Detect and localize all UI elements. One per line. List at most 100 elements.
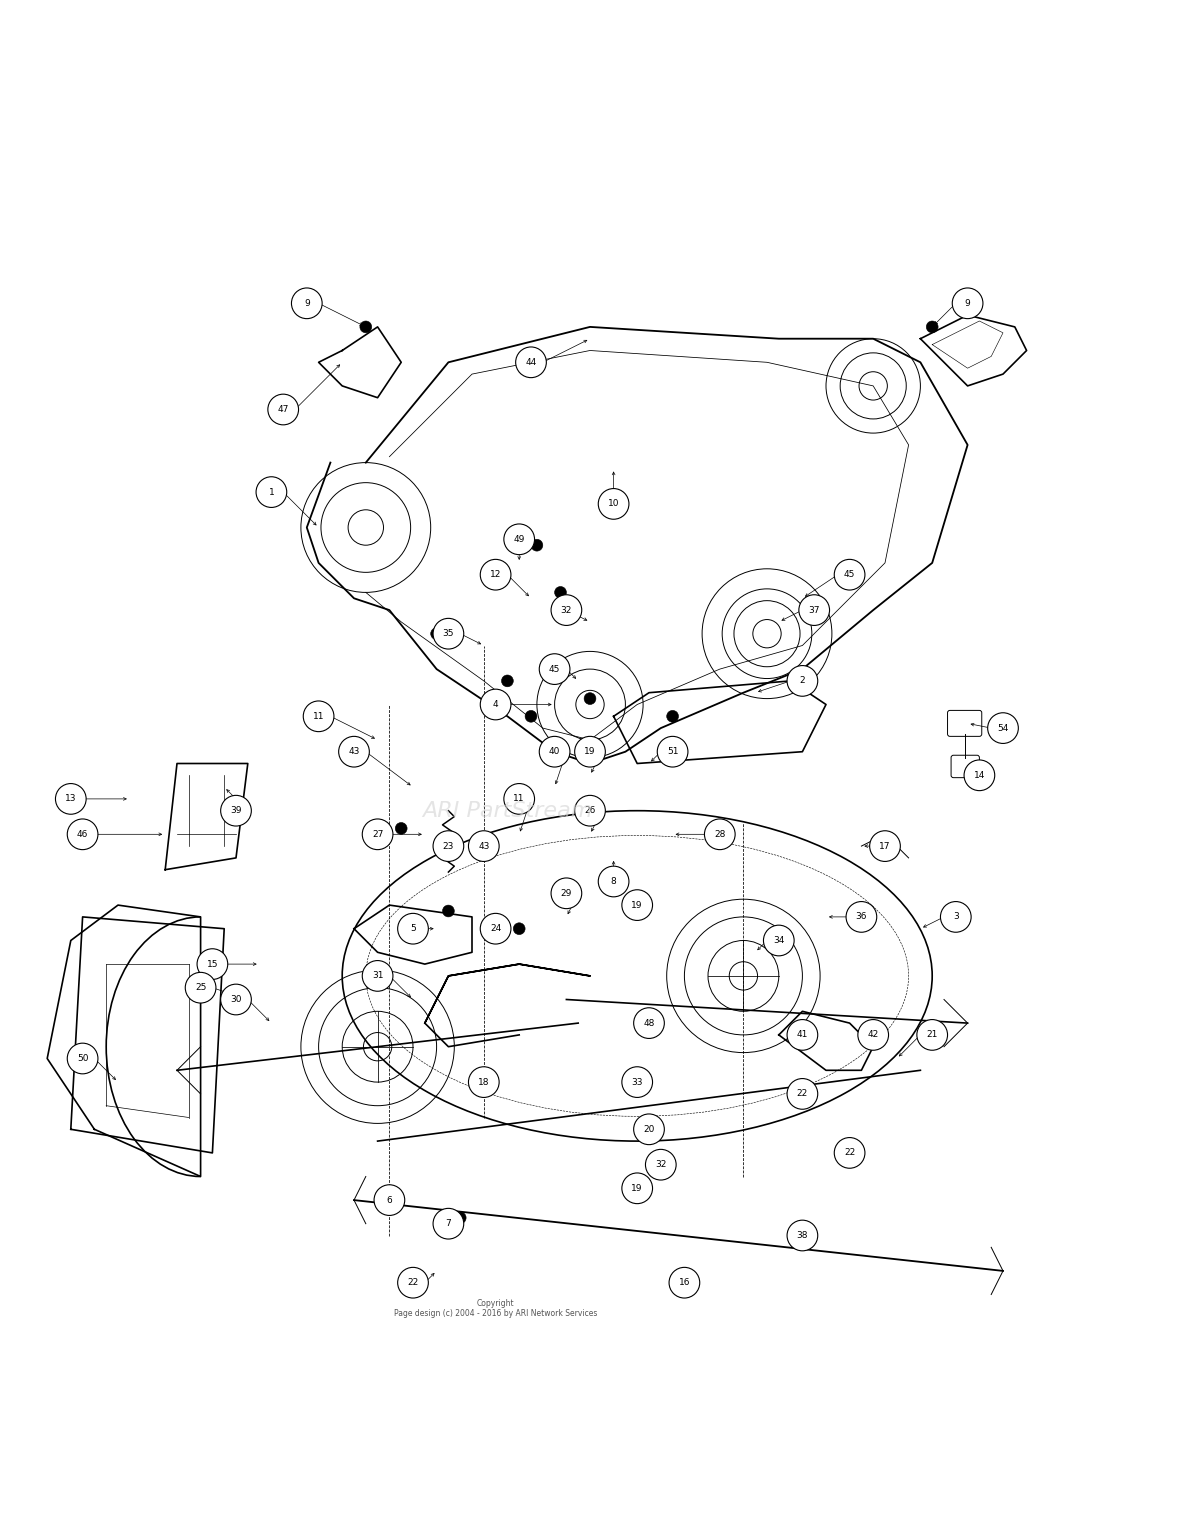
Circle shape xyxy=(395,823,407,834)
Text: 33: 33 xyxy=(631,1078,643,1087)
Circle shape xyxy=(787,1020,818,1051)
Circle shape xyxy=(360,321,372,333)
Circle shape xyxy=(551,878,582,909)
Circle shape xyxy=(917,1020,948,1051)
Text: 40: 40 xyxy=(549,747,560,756)
Circle shape xyxy=(398,1267,428,1298)
Text: 22: 22 xyxy=(844,1148,856,1157)
Circle shape xyxy=(384,1188,395,1200)
Circle shape xyxy=(598,489,629,519)
Text: 3: 3 xyxy=(953,913,958,921)
Circle shape xyxy=(634,1115,664,1145)
Circle shape xyxy=(339,736,369,767)
Circle shape xyxy=(480,689,511,719)
Text: 35: 35 xyxy=(442,629,454,638)
Circle shape xyxy=(502,675,513,687)
Text: 19: 19 xyxy=(584,747,596,756)
Text: ARI PartStream: ARI PartStream xyxy=(422,800,592,820)
Circle shape xyxy=(480,913,511,944)
Text: 1: 1 xyxy=(269,487,274,496)
Circle shape xyxy=(669,1267,700,1298)
Text: Copyright
Page design (c) 2004 - 2016 by ARI Network Services: Copyright Page design (c) 2004 - 2016 by… xyxy=(394,1299,597,1318)
Circle shape xyxy=(622,1067,653,1098)
Circle shape xyxy=(870,831,900,861)
Text: 22: 22 xyxy=(407,1278,419,1287)
Circle shape xyxy=(504,783,535,814)
Text: 16: 16 xyxy=(678,1278,690,1287)
Text: 13: 13 xyxy=(65,794,77,803)
Text: 28: 28 xyxy=(714,829,726,838)
Text: 15: 15 xyxy=(206,959,218,968)
Text: 32: 32 xyxy=(655,1161,667,1170)
Circle shape xyxy=(926,321,938,333)
Text: 6: 6 xyxy=(387,1196,392,1205)
Text: 47: 47 xyxy=(277,405,289,414)
Circle shape xyxy=(433,618,464,649)
Circle shape xyxy=(398,913,428,944)
Circle shape xyxy=(513,922,525,935)
Text: 51: 51 xyxy=(667,747,678,756)
Circle shape xyxy=(442,906,454,916)
Text: 27: 27 xyxy=(372,829,384,838)
Text: 44: 44 xyxy=(525,357,537,366)
Circle shape xyxy=(964,760,995,791)
Circle shape xyxy=(480,559,511,589)
Circle shape xyxy=(787,1220,818,1251)
Circle shape xyxy=(657,736,688,767)
Circle shape xyxy=(539,654,570,684)
Text: 48: 48 xyxy=(643,1019,655,1028)
Text: 43: 43 xyxy=(478,841,490,851)
Circle shape xyxy=(940,901,971,933)
Text: 26: 26 xyxy=(584,806,596,815)
Text: 19: 19 xyxy=(631,1183,643,1193)
Text: 2: 2 xyxy=(800,676,805,686)
Circle shape xyxy=(433,1208,464,1238)
Circle shape xyxy=(834,559,865,589)
Circle shape xyxy=(303,701,334,731)
Circle shape xyxy=(598,866,629,896)
Text: 45: 45 xyxy=(549,664,560,673)
Circle shape xyxy=(362,818,393,849)
Text: 7: 7 xyxy=(446,1219,451,1228)
Text: 38: 38 xyxy=(796,1231,808,1240)
Circle shape xyxy=(185,973,216,1003)
Circle shape xyxy=(787,1078,818,1109)
Circle shape xyxy=(433,831,464,861)
Text: 5: 5 xyxy=(411,924,415,933)
Text: 14: 14 xyxy=(974,771,985,780)
Circle shape xyxy=(575,736,605,767)
Text: 42: 42 xyxy=(867,1031,879,1040)
Text: 54: 54 xyxy=(997,724,1009,733)
Circle shape xyxy=(952,289,983,319)
Circle shape xyxy=(221,985,251,1015)
Circle shape xyxy=(221,796,251,826)
FancyBboxPatch shape xyxy=(951,756,979,777)
Circle shape xyxy=(763,925,794,956)
Text: 32: 32 xyxy=(560,606,572,614)
Circle shape xyxy=(504,524,535,554)
Circle shape xyxy=(667,710,678,722)
Text: 8: 8 xyxy=(611,876,616,886)
Text: 34: 34 xyxy=(773,936,785,945)
Text: 20: 20 xyxy=(643,1125,655,1135)
Text: 30: 30 xyxy=(230,996,242,1003)
Text: 24: 24 xyxy=(490,924,502,933)
Circle shape xyxy=(268,394,299,425)
Circle shape xyxy=(431,628,442,640)
Text: 23: 23 xyxy=(442,841,454,851)
Text: 18: 18 xyxy=(478,1078,490,1087)
Text: 37: 37 xyxy=(808,606,820,614)
Circle shape xyxy=(539,736,570,767)
Circle shape xyxy=(846,901,877,933)
FancyBboxPatch shape xyxy=(948,710,982,736)
Circle shape xyxy=(551,594,582,626)
Text: 11: 11 xyxy=(313,712,324,721)
Text: 10: 10 xyxy=(608,499,620,508)
Circle shape xyxy=(67,818,98,849)
Circle shape xyxy=(787,666,818,696)
Text: 9: 9 xyxy=(304,299,309,308)
Text: 46: 46 xyxy=(77,829,88,838)
Text: 50: 50 xyxy=(77,1054,88,1063)
Text: 11: 11 xyxy=(513,794,525,803)
Circle shape xyxy=(516,347,546,377)
